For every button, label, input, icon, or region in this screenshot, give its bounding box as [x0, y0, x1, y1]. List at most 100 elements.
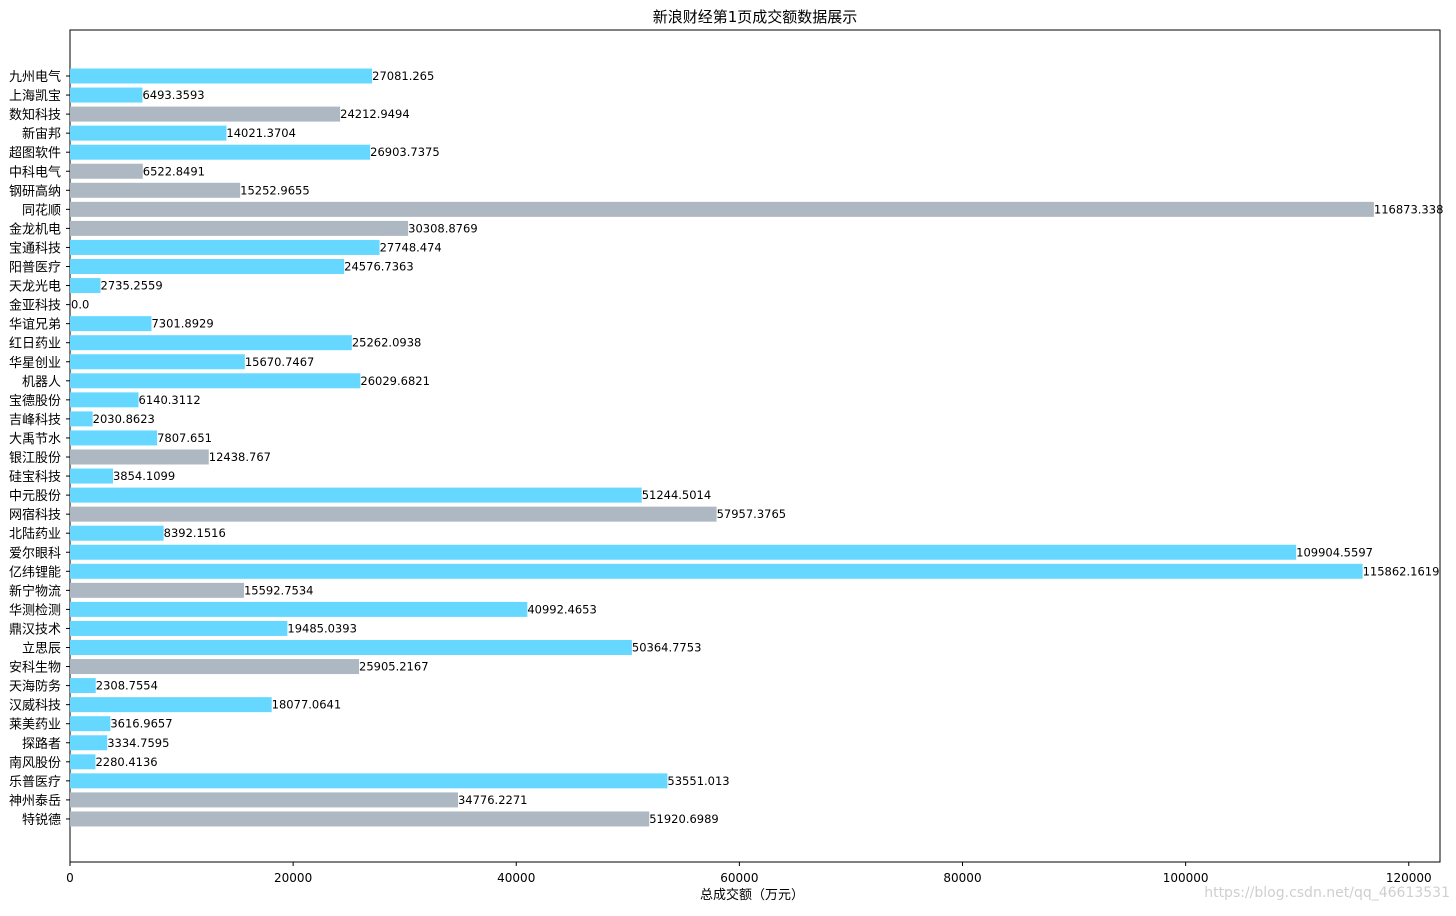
y-category-label: 阳普医疗 — [9, 261, 61, 276]
bar-value-label: 26029.6821 — [360, 374, 430, 388]
y-category-label: 南风股份 — [9, 755, 61, 771]
y-category-layer: 九州电气上海凯宝数知科技新宙邦超图软件中科电气钢研高纳同花顺金龙机电宝通科技阳普… — [9, 69, 70, 828]
x-tick-label: 60000 — [720, 871, 758, 885]
bar — [70, 773, 668, 789]
bar-value-label: 115862.1619 — [1363, 564, 1440, 578]
bar-value-label: 6522.8491 — [143, 164, 205, 178]
bar-value-label: 24576.7363 — [344, 260, 414, 274]
bar-value-label: 0.0 — [71, 298, 89, 312]
bar — [70, 449, 209, 465]
y-category-label: 数知科技 — [9, 107, 61, 123]
y-category-label: 硅宝科技 — [9, 470, 61, 485]
y-category-label: 华星创业 — [9, 356, 61, 371]
bar-value-label: 24212.9494 — [340, 107, 410, 121]
bar-value-label: 19485.0393 — [287, 621, 357, 635]
bar-value-label: 26903.7375 — [370, 145, 440, 159]
y-category-label: 银江股份 — [9, 451, 61, 466]
y-category-label: 红日药业 — [9, 336, 61, 352]
bar-value-label: 15670.7467 — [245, 355, 315, 369]
bar-value-label: 3334.7595 — [107, 736, 169, 750]
y-category-label: 宝通科技 — [9, 241, 61, 256]
y-category-label: 鼎汉技术 — [9, 622, 61, 637]
bar — [70, 620, 288, 636]
y-category-label: 探路者 — [22, 736, 61, 752]
bar — [70, 316, 152, 332]
bar — [70, 354, 245, 370]
y-category-label: 机器人 — [22, 375, 61, 390]
bar — [70, 87, 143, 103]
bar-value-label: 18077.0641 — [272, 698, 342, 712]
y-category-label: 安科生物 — [9, 661, 61, 676]
x-tick-label: 100000 — [1163, 871, 1209, 885]
y-category-label: 莱美药业 — [9, 718, 61, 733]
bar — [70, 601, 528, 617]
y-category-label: 钢研高纳 — [9, 183, 61, 199]
bar-value-label: 2030.8623 — [93, 412, 155, 426]
y-category-label: 中元股份 — [9, 489, 61, 504]
y-category-label: 网宿科技 — [9, 507, 61, 523]
bar-value-label: 2308.7554 — [96, 679, 158, 693]
bar — [70, 754, 96, 770]
bar — [70, 430, 158, 446]
bar-value-label: 15592.7534 — [244, 583, 314, 597]
bar-value-label: 14021.3704 — [226, 126, 296, 140]
x-tick-label: 80000 — [943, 871, 981, 885]
y-category-label: 立思辰 — [22, 642, 61, 657]
bar-value-label: 51920.6989 — [649, 812, 719, 826]
bar — [70, 659, 360, 675]
y-category-label: 宝德股份 — [9, 394, 61, 409]
bar-value-label: 6493.3593 — [142, 88, 204, 102]
bar-value-label: 34776.2271 — [458, 793, 528, 807]
bar — [70, 640, 632, 655]
bar — [70, 392, 139, 408]
bar — [70, 544, 1297, 560]
y-category-label: 新宁物流 — [9, 583, 61, 599]
x-tick-label: 120000 — [1386, 871, 1432, 885]
bar-value-label: 12438.767 — [209, 450, 271, 464]
bar — [70, 335, 352, 351]
bar-value-label: 25262.0938 — [352, 336, 422, 350]
bar-value-label: 30308.8769 — [408, 221, 478, 235]
bar-value-label: 27748.474 — [380, 240, 442, 254]
y-category-label: 金龙机电 — [9, 221, 61, 237]
bar — [70, 182, 241, 198]
bar — [70, 68, 373, 84]
bar — [70, 125, 227, 141]
y-category-label: 同花顺 — [22, 202, 61, 218]
bar — [70, 792, 458, 808]
bar-value-label: 27081.265 — [372, 69, 434, 83]
bar-value-label: 25905.2167 — [359, 660, 429, 674]
y-category-label: 吉峰科技 — [9, 413, 61, 428]
bar — [70, 506, 717, 522]
bar — [70, 811, 650, 827]
bar — [70, 201, 1374, 217]
bar-value-label: 15252.9655 — [240, 183, 310, 197]
bar — [70, 373, 361, 389]
bar — [70, 106, 341, 122]
y-category-label: 上海凯宝 — [9, 89, 61, 104]
y-category-label: 乐普医疗 — [9, 775, 61, 790]
bar-value-label: 50364.7753 — [632, 641, 702, 655]
bar — [70, 678, 96, 694]
x-axis-label: 总成交额（万元） — [700, 887, 804, 903]
y-category-label: 北陆药业 — [9, 526, 61, 542]
y-category-label: 神州泰岳 — [9, 794, 61, 809]
watermark-text: https://blog.csdn.net/qq_46613531 — [1204, 885, 1450, 901]
bar-value-label: 57957.3765 — [717, 507, 787, 521]
y-category-label: 爱尔眼科 — [9, 546, 61, 561]
y-category-label: 新宙邦 — [22, 126, 61, 142]
bar — [70, 411, 93, 427]
bar — [70, 487, 642, 503]
bar-value-label: 7807.651 — [157, 431, 212, 445]
bar — [70, 220, 409, 236]
bar-value-label: 53551.013 — [667, 774, 729, 788]
bar — [70, 163, 143, 179]
bar — [70, 468, 113, 484]
bar-value-label: 51244.5014 — [642, 488, 712, 502]
bar-value-label: 8392.1516 — [164, 526, 226, 540]
bar — [70, 563, 1363, 579]
y-category-label: 九州电气 — [9, 69, 61, 85]
bar — [70, 239, 380, 255]
